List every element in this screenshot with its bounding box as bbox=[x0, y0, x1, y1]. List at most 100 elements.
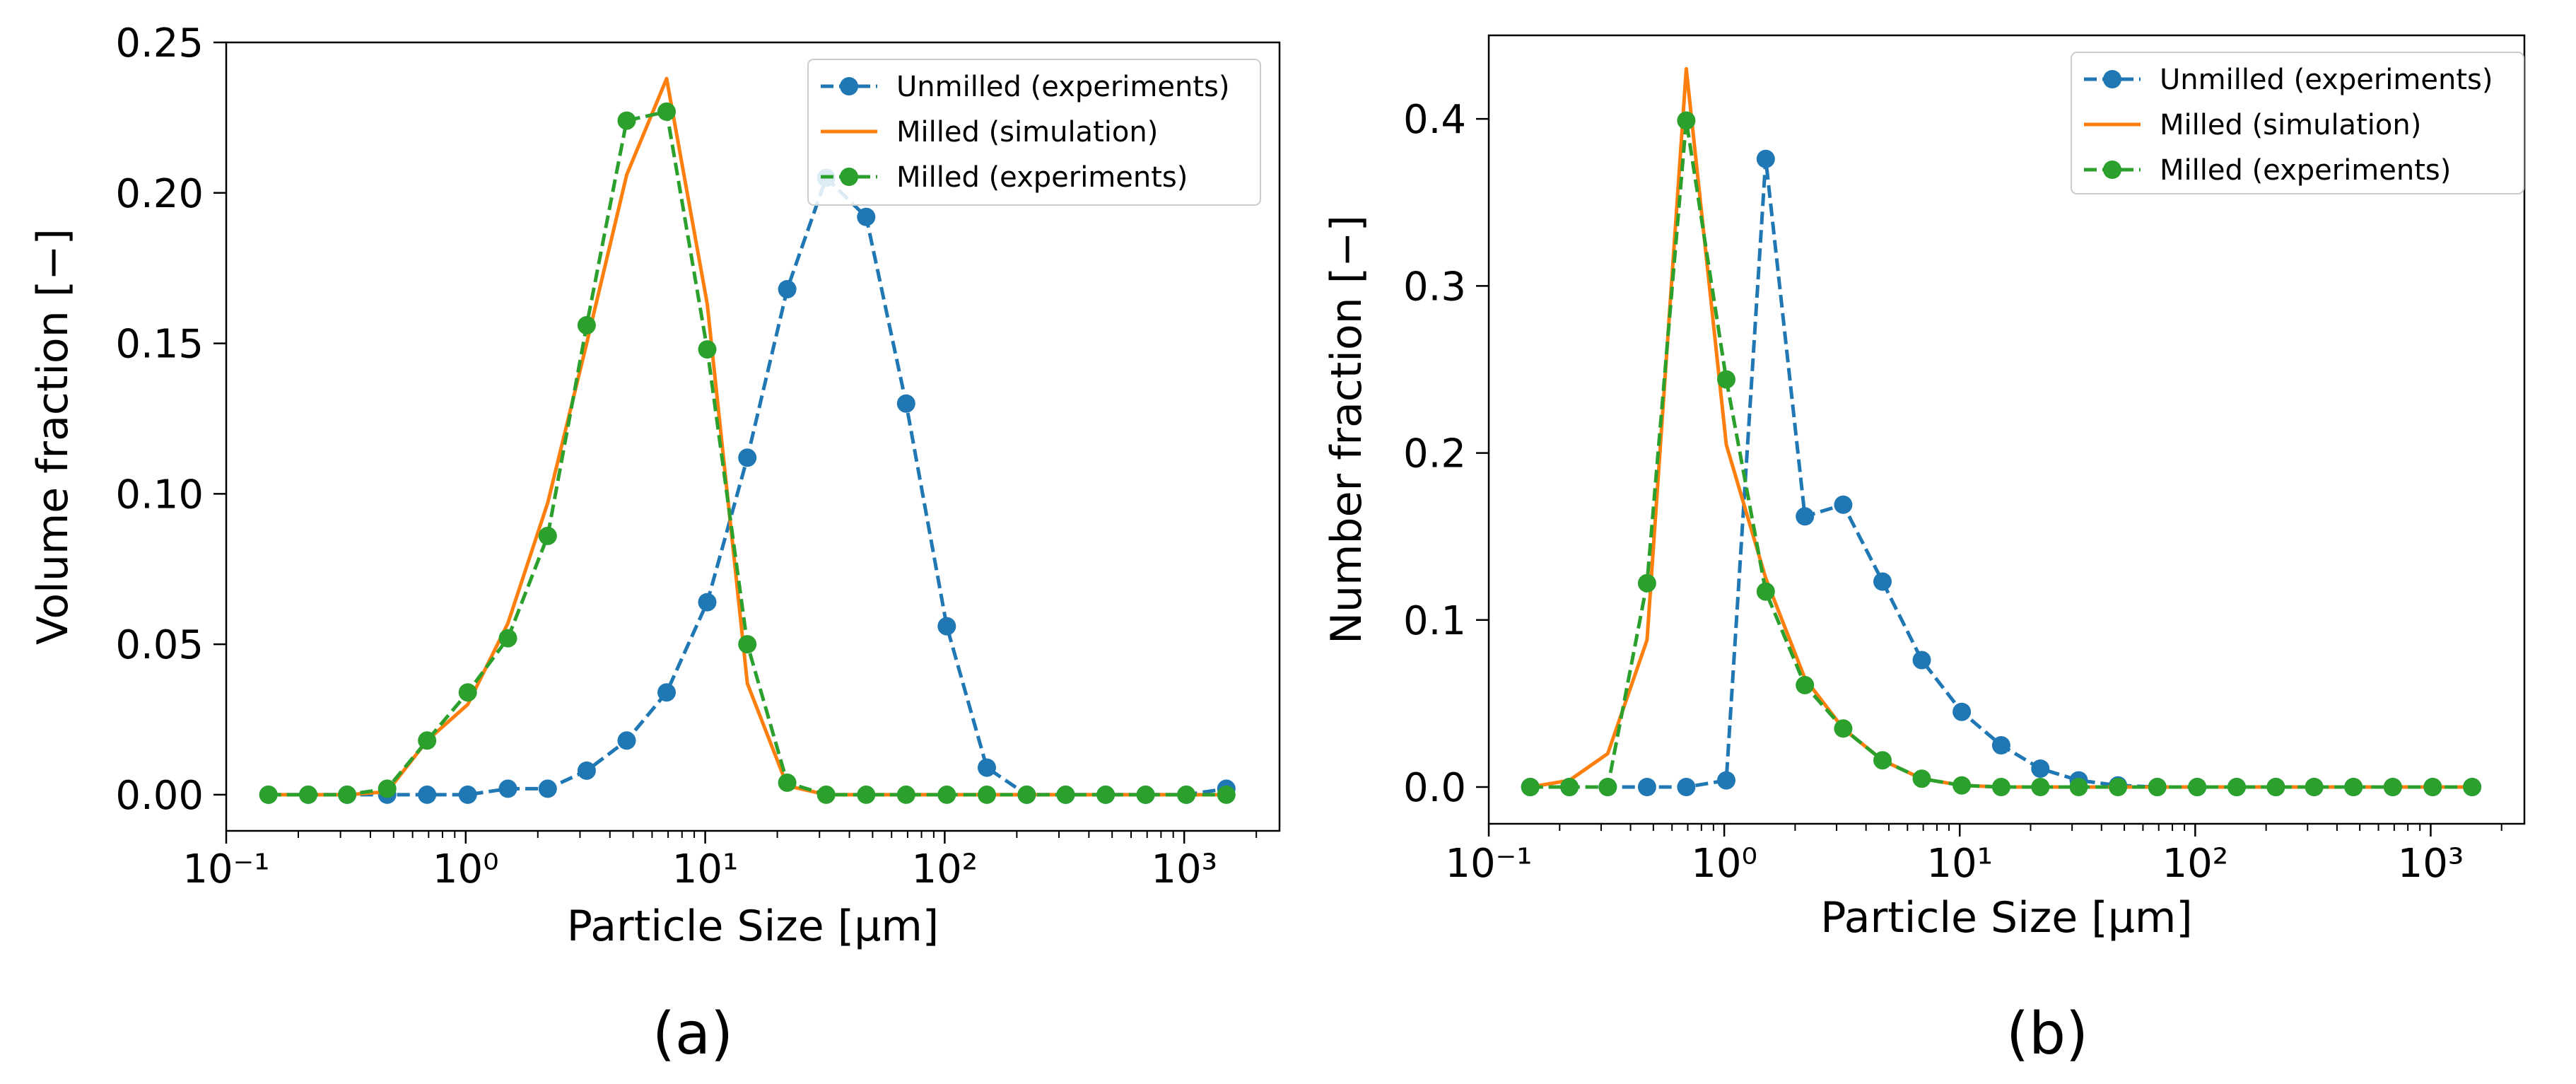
data-point-series-2 bbox=[299, 785, 317, 804]
legend-label-2: Milled (experiments) bbox=[896, 161, 1188, 194]
legend-box bbox=[2071, 52, 2524, 194]
data-point-series-2 bbox=[418, 731, 437, 750]
data-point-series-2 bbox=[2344, 778, 2363, 796]
data-point-series-2 bbox=[1521, 778, 1540, 796]
data-point-series-2 bbox=[2227, 778, 2246, 796]
legend-label-0: Unmilled (experiments) bbox=[2160, 64, 2493, 96]
data-point-series-2 bbox=[1637, 573, 1656, 593]
data-point-series-0 bbox=[1796, 507, 1815, 526]
data-point-series-2 bbox=[937, 785, 956, 804]
data-point-series-2 bbox=[538, 526, 557, 545]
data-point-series-0 bbox=[896, 394, 915, 413]
data-point-series-0 bbox=[577, 761, 596, 780]
data-point-series-0 bbox=[738, 448, 757, 467]
legend-box bbox=[807, 59, 1261, 206]
y-tick-label: 0.3 bbox=[1403, 264, 1466, 310]
data-point-series-2 bbox=[377, 779, 397, 798]
x-tick-label: 10² bbox=[2162, 841, 2228, 887]
data-point-series-2 bbox=[738, 635, 757, 654]
data-point-series-2 bbox=[857, 785, 876, 804]
y-tick-label: 0.00 bbox=[115, 773, 204, 819]
data-point-series-2 bbox=[338, 785, 357, 804]
series-line-0 bbox=[1530, 157, 2473, 789]
data-point-series-0 bbox=[1677, 778, 1696, 796]
y-tick-label: 0.10 bbox=[115, 472, 204, 518]
series-line-2 bbox=[1530, 119, 2473, 789]
x-axis-title: Particle Size [μm] bbox=[567, 902, 939, 951]
panel-label-a: (a) bbox=[652, 1001, 733, 1068]
series-line-0 bbox=[268, 176, 1227, 797]
data-point-series-2 bbox=[1598, 778, 1617, 796]
data-point-series-2 bbox=[1177, 785, 1196, 804]
data-point-series-2 bbox=[1217, 785, 1236, 804]
data-point-series-0 bbox=[1991, 736, 2010, 754]
legend-label-1: Milled (simulation) bbox=[2160, 109, 2421, 141]
data-point-series-2 bbox=[1560, 778, 1579, 796]
data-point-series-2 bbox=[2031, 778, 2050, 796]
data-point-series-0 bbox=[617, 731, 636, 750]
chart-panel-b: 10⁻¹ 10⁰ 10¹ 10² 10³ 0.0 0.1 0.2 0.3 0.4 Particle … bbox=[1322, 34, 2526, 943]
chart-panel-a: 10⁻¹ 10⁰ 10¹ 10² 10³ 0.00 0.05 0.10 0.15 0.20 0.25… bbox=[28, 21, 1281, 951]
data-point-series-0 bbox=[778, 280, 797, 298]
plot-frame bbox=[225, 41, 1281, 832]
data-point-series-2 bbox=[1953, 776, 1972, 795]
data-point-series-2 bbox=[1136, 785, 1155, 804]
data-point-series-2 bbox=[896, 785, 915, 804]
y-tick-label: 0.15 bbox=[115, 322, 204, 368]
y-tick-label: 0.2 bbox=[1403, 431, 1466, 477]
data-point-series-2 bbox=[2109, 778, 2128, 796]
x-tick-label: 10³ bbox=[1151, 846, 1217, 892]
data-point-series-2 bbox=[2069, 778, 2088, 796]
data-point-series-0 bbox=[1717, 771, 1735, 790]
data-point-series-2 bbox=[1796, 675, 1815, 694]
data-point-series-2 bbox=[498, 629, 517, 648]
data-point-series-0 bbox=[698, 593, 717, 612]
y-tick-label: 0.05 bbox=[115, 622, 204, 668]
y-tick-label: 0.4 bbox=[1403, 97, 1466, 143]
data-point-series-2 bbox=[778, 773, 797, 792]
data-point-series-2 bbox=[2423, 778, 2442, 796]
data-point-series-2 bbox=[1873, 751, 1892, 770]
y-axis-title: Number fraction [−] bbox=[1322, 215, 1371, 644]
data-point-series-2 bbox=[1991, 778, 2010, 796]
data-point-series-0 bbox=[1637, 778, 1656, 796]
data-point-series-0 bbox=[2031, 759, 2050, 778]
y-axis-title: Volume fraction [−] bbox=[28, 228, 78, 645]
data-point-series-2 bbox=[577, 316, 596, 334]
plot-frame bbox=[1487, 34, 2526, 825]
data-point-series-2 bbox=[617, 111, 636, 130]
data-point-series-2 bbox=[1834, 719, 1853, 738]
data-point-series-2 bbox=[1017, 785, 1036, 804]
data-point-series-2 bbox=[2463, 778, 2482, 796]
data-point-series-2 bbox=[816, 785, 836, 804]
legend-marker-2 bbox=[840, 168, 858, 186]
data-point-series-2 bbox=[2266, 778, 2285, 796]
data-point-series-2 bbox=[259, 785, 278, 804]
x-tick-label: 10³ bbox=[2398, 841, 2464, 887]
x-tick-label: 10⁻¹ bbox=[1445, 841, 1532, 887]
data-point-series-2 bbox=[1717, 370, 1735, 389]
x-tick-label: 10¹ bbox=[1926, 841, 1993, 887]
data-point-series-0 bbox=[937, 617, 956, 636]
data-point-series-2 bbox=[1756, 582, 1775, 601]
legend-label-2: Milled (experiments) bbox=[2160, 154, 2451, 187]
data-point-series-2 bbox=[1056, 785, 1075, 804]
data-point-series-0 bbox=[498, 779, 517, 798]
x-tick-label: 10² bbox=[912, 846, 978, 892]
x-tick-label: 10⁰ bbox=[1691, 841, 1757, 887]
panel-label-b: (b) bbox=[2006, 1001, 2088, 1068]
y-tick-label: 0.0 bbox=[1403, 765, 1466, 811]
data-point-series-2 bbox=[1677, 111, 1696, 130]
data-point-series-0 bbox=[978, 758, 996, 777]
data-point-series-0 bbox=[538, 779, 557, 798]
y-tick-label: 0.20 bbox=[115, 171, 204, 217]
legend-marker-0 bbox=[840, 77, 858, 95]
legend-label-1: Milled (simulation) bbox=[896, 116, 1158, 148]
data-point-series-2 bbox=[2305, 778, 2324, 796]
data-point-series-2 bbox=[458, 683, 477, 702]
legend-label-0: Unmilled (experiments) bbox=[896, 71, 1229, 103]
data-point-series-0 bbox=[1834, 495, 1853, 514]
data-point-series-2 bbox=[657, 102, 676, 121]
y-tick-label: 0.1 bbox=[1403, 598, 1466, 644]
